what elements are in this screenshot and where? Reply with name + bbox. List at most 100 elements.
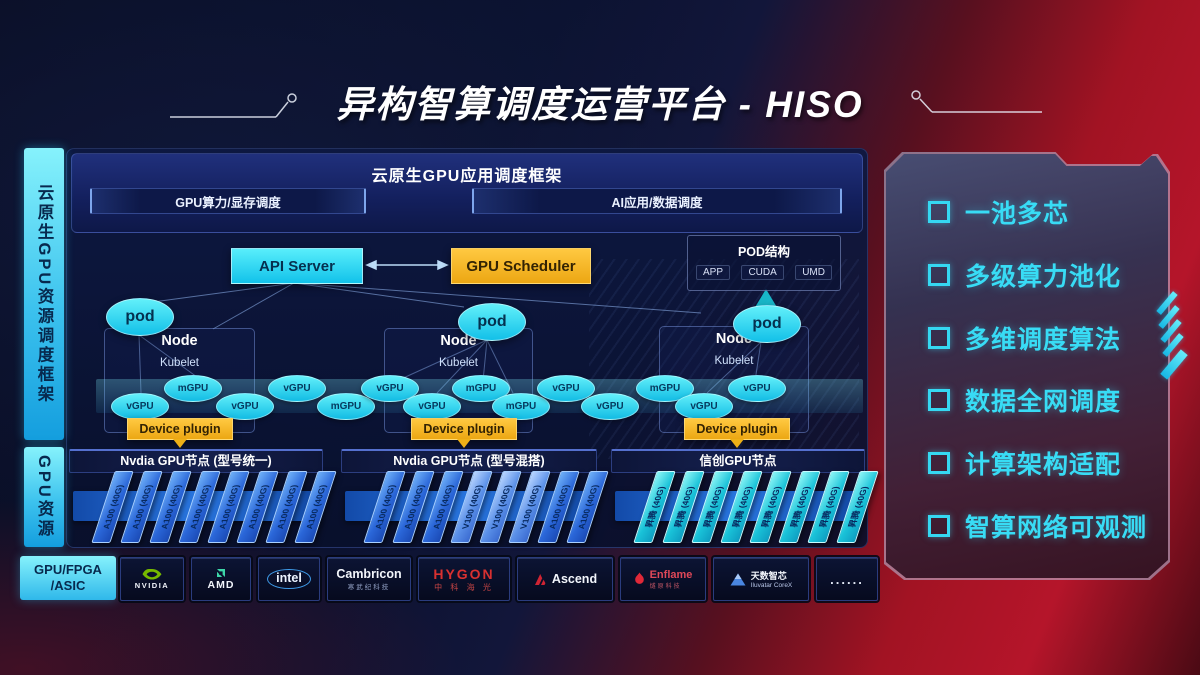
gpu-card-label: A100 (40G) [245,484,270,530]
gpu-node-group-title: 信创GPU节点 [611,449,865,473]
vendor-more: ...... [816,557,878,601]
gpu-ellipse: vGPU [675,393,733,420]
hardware-line1: GPU/FPGA [34,561,102,577]
gpu-ellipse: vGPU [111,393,169,420]
square-outline-icon [928,327,950,349]
api-server-box: API Server [231,248,363,284]
gpu-cards: 昇腾 (40G) 昇腾 (40G) 昇腾 (40G) 昇腾 (40G) 昇腾 (… [633,471,879,543]
vendor-enflame: Enflame 燧原科技 [620,557,706,601]
feature-item: 多级算力池化 [928,257,1158,293]
gpu-card-label: 昇腾 (40G) [845,486,870,528]
intel-logo-icon: intel [267,569,311,589]
square-outline-icon [928,389,950,411]
pod-structure-title: POD结构 [737,245,791,259]
gpu-card-label: A100 (40G) [401,484,426,530]
gpu-card-label: 昇腾 (40G) [729,486,754,528]
feature-item: 数据全网调度 [928,382,1158,418]
gpu-ellipse: vGPU [403,393,461,420]
vendor-cambricon: Cambricon 寒武纪科技 [327,557,411,601]
gpu-card-label: V100 (40G) [488,485,513,529]
vendor-name: NVIDIA [134,581,170,590]
square-outline-icon [928,264,950,286]
pod-ellipse-1: pod [106,298,174,336]
gpu-card-label: A100 (40G) [100,484,125,530]
gpu-scheduler-box: GPU Scheduler [451,248,591,284]
gpu-ellipse: mGPU [317,393,375,420]
gpu-card-label: A100 (40G) [546,484,571,530]
vendor-name: AMD [207,579,235,591]
kubelet-label: Kubelet [438,357,478,369]
device-plugin-box-1: Device plugin [127,418,233,448]
gpu-card-label: A100 (40G) [372,484,397,530]
node-label: Node [161,333,198,349]
feature-item: 多维调度算法 [928,320,1158,356]
square-outline-icon [928,452,950,474]
gpu-node-group-xinchuang: 信创GPU节点 昇腾 (40G) 昇腾 (40G) 昇腾 (40G) 昇腾 (4… [611,449,879,546]
gpu-cards: A100 (40G) A100 (40G) A100 (40G) A100 (4… [91,471,337,543]
kubelet-label: Kubelet [159,357,199,369]
vendor-name: Ascend [551,572,598,586]
device-plugin-box-2: Device plugin [411,418,517,448]
gpu-node-group-mixed: Nvdia GPU节点 (型号混搭) A100 (40G) A100 (40G)… [341,449,609,546]
square-outline-icon [928,201,950,223]
pod-structure-items: APP CUDA UMD [688,260,840,280]
vendor-sub: 中 科 海 光 [434,582,494,592]
gpu-node-group-uniform: Nvdia GPU节点 (型号统一) A100 (40G) A100 (40G)… [69,449,337,546]
gpu-node-group-title: Nvdia GPU节点 (型号混搭) [341,449,597,473]
device-plugin-box-3: Device plugin [684,418,790,448]
gpu-ellipse: vGPU [268,375,326,402]
feature-label: 一池多芯 [965,200,1070,228]
hardware-line2: /ASIC [50,578,86,593]
pod-item-app: APP [696,265,731,280]
framework-header: 云原生GPU应用调度框架 GPU算力/显存调度 AI应用/数据调度 [71,153,863,233]
framework-box-ai-data: AI应用/数据调度 [472,188,842,214]
feature-label: 多级算力池化 [965,262,1122,291]
vendor-name: Enflame [649,568,693,581]
sidebar-framework-label: 云原生GPU资源调度框架 [24,148,64,440]
vendor-sub: 燧原科技 [649,583,682,590]
vendor-sub: Iluvatar CoreX [750,582,793,589]
sidebar-gpu-label: GPU资源 [24,447,64,547]
ascend-logo-icon [534,573,546,585]
feature-item: 智算网络可观测 [928,508,1158,544]
gpu-card-label: 昇腾 (40G) [700,486,725,528]
square-outline-icon [928,515,950,537]
pod-item-umd: UMD [795,265,832,280]
gpu-card-label: 昇腾 (40G) [816,486,841,528]
gpu-card-label: A100 (40G) [430,484,455,530]
vendor-nvidia: NVIDIA [120,557,184,601]
kubelet-label: Kubelet [714,355,754,367]
gpu-ellipse: mGPU [636,375,694,402]
feature-item: 一池多芯 [928,194,1158,230]
gpu-card-label: A100 (40G) [216,484,241,530]
vendor-hygon: HYGON 中 科 海 光 [418,557,510,601]
vendor-amd: AMD [191,557,251,601]
amd-logo-icon [217,569,225,577]
gpu-ellipse: vGPU [728,375,786,402]
gpu-card-label: V100 (40G) [459,485,484,529]
gpu-card-label: 昇腾 (40G) [671,486,696,528]
gpu-ellipse: vGPU [216,393,274,420]
pod-ellipse-3: pod [733,305,801,343]
gpu-card-label: A100 (40G) [575,484,600,530]
framework-box-gpu-compute: GPU算力/显存调度 [90,188,366,214]
gpu-ellipse: mGPU [492,393,550,420]
vendor-iluvatar: 天数智芯 Iluvatar CoreX [713,557,809,601]
gpu-card-label: A100 (40G) [274,484,299,530]
gpu-ellipse: vGPU [537,375,595,402]
gpu-card-label: V100 (40G) [517,485,542,529]
gpu-card-label: A100 (40G) [129,484,154,530]
nvidia-logo-icon [142,569,162,580]
iluvatar-logo-icon [730,573,746,585]
vendor-name: Cambricon [336,567,402,581]
vendor-intel: intel [258,557,320,601]
gpu-card-label: 昇腾 (40G) [787,486,812,528]
vendor-name: HYGON [433,565,495,582]
gpu-card-label: 昇腾 (40G) [642,486,667,528]
gpu-ellipse: mGPU [164,375,222,402]
title-circuit-decoration [170,90,1042,118]
feature-panel: 一池多芯 多级算力池化 多维调度算法 数据全网调度 计算架构适配 智算网络可观测 [884,152,1170,580]
gpu-node-group-title: Nvdia GPU节点 (型号统一) [69,449,323,473]
gpu-cards: A100 (40G) A100 (40G) A100 (40G) V100 (4… [363,471,609,543]
